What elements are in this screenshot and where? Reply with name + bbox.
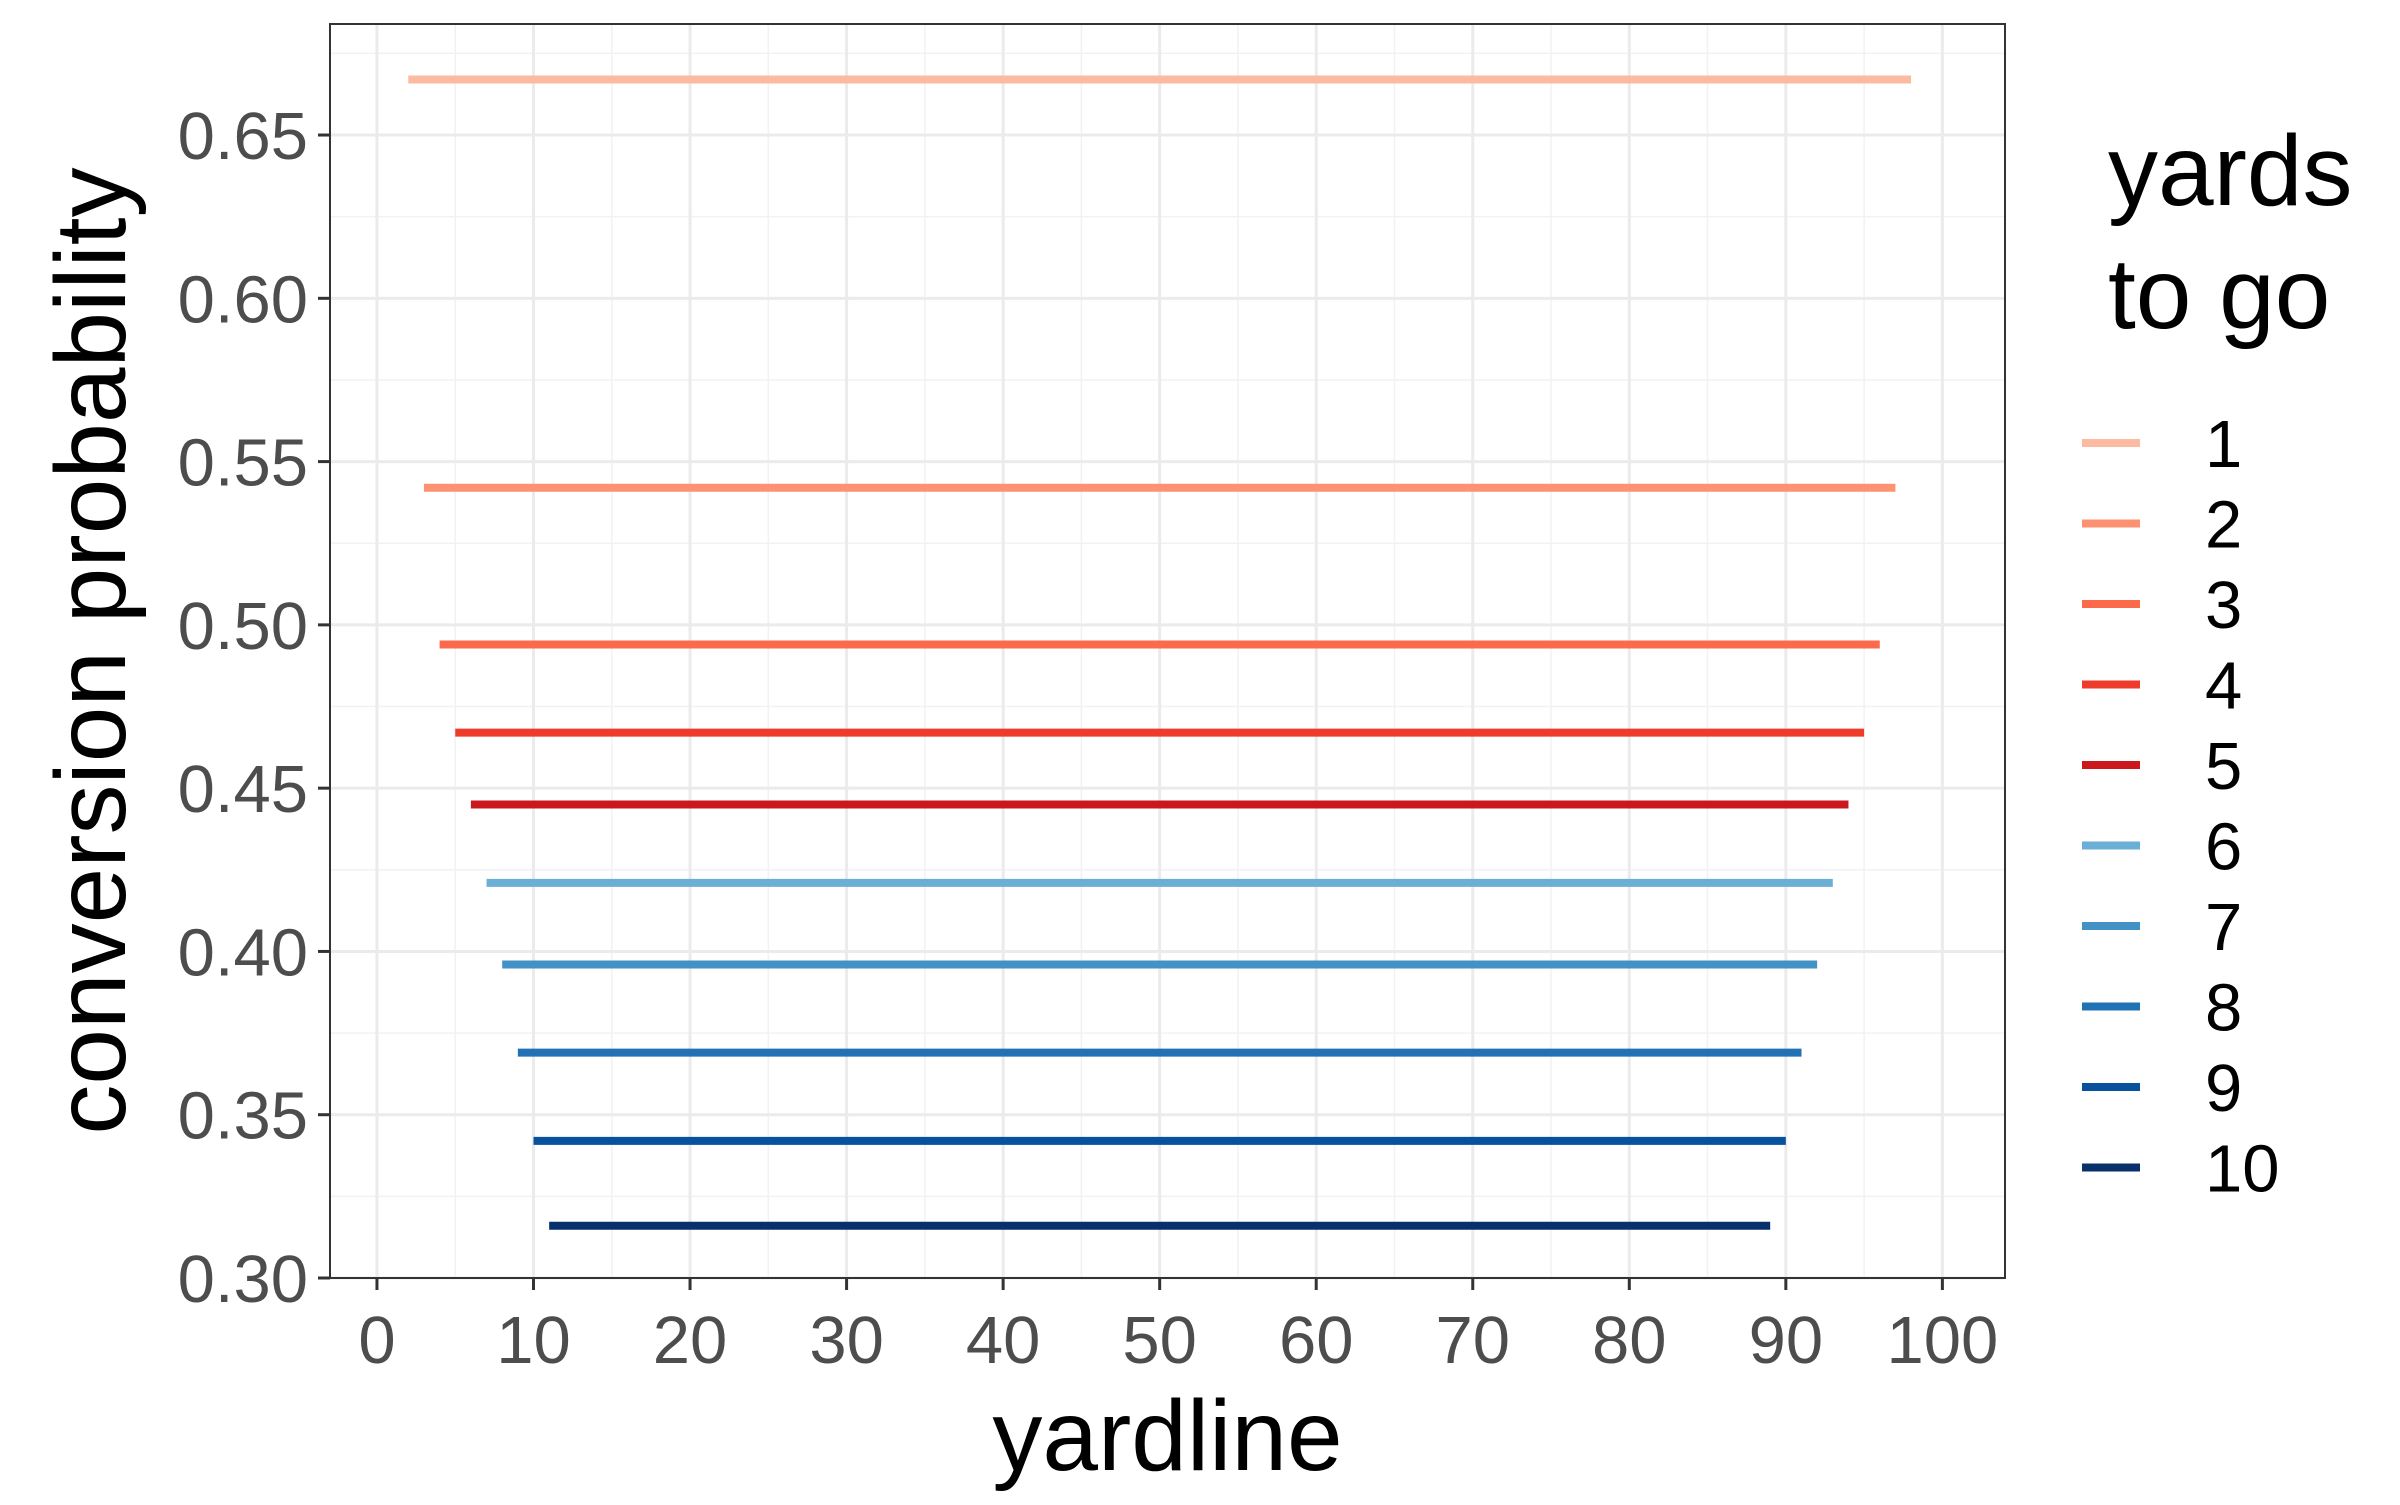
y-tick-label: 0.45: [178, 752, 308, 827]
y-tick-label: 0.55: [178, 426, 308, 501]
legend-label-10: 10: [2205, 1132, 2280, 1207]
y-tick-label: 0.50: [178, 589, 308, 664]
x-tick-label: 70: [1435, 1303, 1510, 1378]
legend-label-4: 4: [2205, 649, 2242, 724]
x-tick-label: 60: [1279, 1303, 1354, 1378]
x-tick-label: 10: [496, 1303, 571, 1378]
x-tick-label: 90: [1749, 1303, 1824, 1378]
legend-title-line-2: to go: [2108, 238, 2330, 350]
x-tick-label: 80: [1592, 1303, 1667, 1378]
legend-label-3: 3: [2205, 568, 2242, 643]
y-tick-label: 0.30: [178, 1242, 308, 1317]
y-tick-label: 0.40: [178, 915, 308, 990]
axes: 0 10 20 30 40 50 60 70 80 90 100 0.30 0.35 0.40 0.45 0.…: [178, 99, 1999, 1378]
y-tick-label: 0.60: [178, 262, 308, 337]
x-tick-label: 40: [966, 1303, 1041, 1378]
plot-panel-border: [329, 23, 2006, 1279]
x-axis-title: yardline: [992, 1380, 1342, 1492]
legend-label-7: 7: [2205, 890, 2242, 965]
x-tick-label: 20: [653, 1303, 728, 1378]
grid: [330, 24, 2005, 1280]
legend-label-6: 6: [2205, 810, 2242, 885]
legend-label-2: 2: [2205, 488, 2242, 563]
y-tick-label: 0.65: [178, 99, 308, 174]
y-axis-title: conversion probability: [35, 167, 147, 1134]
legend-label-5: 5: [2205, 729, 2242, 804]
x-tick-label: 100: [1886, 1303, 1998, 1378]
x-tick-label: 0: [358, 1303, 395, 1378]
x-tick-label: 50: [1122, 1303, 1197, 1378]
legend-label-8: 8: [2205, 971, 2242, 1046]
legend-label-9: 9: [2205, 1051, 2242, 1126]
legend-label-1: 1: [2205, 407, 2242, 482]
legend-title-line-1: yards: [2108, 115, 2353, 227]
y-tick-label: 0.35: [178, 1079, 308, 1154]
series-lines: [408, 75, 1912, 1230]
x-tick-label: 30: [809, 1303, 884, 1378]
